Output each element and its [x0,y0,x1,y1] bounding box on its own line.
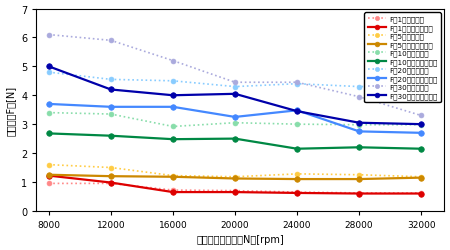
F＝30（無振動） [418,114,424,117]
F＝5（超音波振動） [232,177,238,180]
F＝10（超音波振動） [294,148,300,151]
F＝10（超音波振動） [418,148,424,151]
F＝10（超音波振動） [108,135,113,138]
F＝30（無振動） [108,40,113,43]
F＝5（超音波振動） [170,176,176,178]
F＝10（無振動） [46,112,51,115]
X-axis label: スピンドル回転数N　[rpm]: スピンドル回転数N [rpm] [197,234,284,244]
F＝20（超音波振動） [294,109,300,112]
F＝20（無振動） [232,86,238,89]
F＝10（超音波振動） [170,138,176,141]
F＝1（超音波振動） [232,191,238,194]
F＝30（超音波振動） [294,110,300,113]
F＝1（無振動） [46,182,51,185]
F＝5（無振動） [294,173,300,176]
Line: F＝5（無振動）: F＝5（無振動） [46,162,423,180]
F＝10（無振動） [294,123,300,126]
F＝1（無振動） [170,189,176,192]
F＝1（超音波振動） [108,181,113,184]
Legend: F＝1（無振動）, F＝1（超音波振動）, F＝5（無振動）, F＝5（超音波振動）, F＝10（無振動）, F＝10（超音波振動）, F＝20（無振動）, F: F＝1（無振動）, F＝1（超音波振動）, F＝5（無振動）, F＝5（超音波振… [364,13,441,103]
F＝10（超音波振動） [46,132,51,135]
F＝5（無振動） [232,176,238,178]
F＝1（無振動） [418,192,424,195]
F＝20（超音波振動） [232,116,238,119]
F＝20（超音波振動） [46,103,51,106]
Y-axis label: 加工抵抗F　[N]: 加工抵抗F [N] [5,85,16,135]
F＝5（超音波振動） [108,175,113,178]
F＝5（無振動） [418,176,424,178]
F＝1（無振動） [294,191,300,194]
F＝20（超音波振動） [170,106,176,109]
F＝30（超音波振動） [356,122,362,125]
F＝5（無振動） [46,164,51,166]
F＝30（無振動） [356,96,362,99]
F＝1（無振動） [108,182,113,185]
F＝30（超音波振動） [108,88,113,92]
F＝20（超音波振動） [108,106,113,109]
F＝30（無振動） [294,82,300,84]
F＝20（無振動） [356,86,362,89]
F＝1（無振動） [232,189,238,192]
F＝10（無振動） [418,124,424,127]
Line: F＝10（超音波振動）: F＝10（超音波振動） [46,131,424,152]
F＝1（超音波振動） [170,191,176,194]
F＝1（超音波振動） [418,192,424,195]
F＝20（超音波振動） [418,132,424,135]
F＝30（超音波振動） [170,94,176,97]
Line: F＝1（無振動）: F＝1（無振動） [46,181,423,196]
F＝20（無振動） [170,80,176,83]
Line: F＝30（無振動）: F＝30（無振動） [46,33,423,118]
F＝30（無振動） [232,82,238,84]
F＝10（超音波振動） [232,138,238,140]
F＝10（無振動） [232,122,238,125]
F＝30（超音波振動） [46,66,51,68]
Line: F＝20（超音波振動）: F＝20（超音波振動） [46,102,424,136]
F＝5（超音波振動） [418,176,424,180]
F＝10（無振動） [108,113,113,116]
F＝5（超音波振動） [356,178,362,181]
F＝5（無振動） [356,174,362,176]
F＝30（超音波振動） [232,93,238,96]
F＝1（超音波振動） [356,192,362,195]
F＝1（超音波振動） [46,174,51,178]
F＝5（超音波振動） [46,174,51,176]
Line: F＝30（超音波振動）: F＝30（超音波振動） [46,64,424,128]
F＝10（無振動） [170,126,176,128]
F＝20（超音波振動） [356,130,362,133]
F＝10（超音波振動） [356,146,362,149]
F＝20（無振動） [46,71,51,74]
F＝30（無振動） [46,34,51,37]
Line: F＝10（無振動）: F＝10（無振動） [46,111,423,130]
F＝5（無振動） [108,166,113,169]
F＝20（無振動） [418,84,424,87]
F＝1（超音波振動） [294,192,300,195]
F＝30（無振動） [170,60,176,63]
F＝30（超音波振動） [418,123,424,126]
Line: F＝5（超音波振動）: F＝5（超音波振動） [46,172,424,182]
F＝10（無振動） [356,124,362,127]
F＝5（無振動） [170,174,176,178]
Line: F＝20（無振動）: F＝20（無振動） [46,70,423,90]
F＝20（無振動） [108,78,113,82]
Line: F＝1（超音波振動）: F＝1（超音波振動） [46,173,424,197]
F＝5（超音波振動） [294,178,300,181]
F＝1（無振動） [356,192,362,195]
F＝20（無振動） [294,83,300,86]
